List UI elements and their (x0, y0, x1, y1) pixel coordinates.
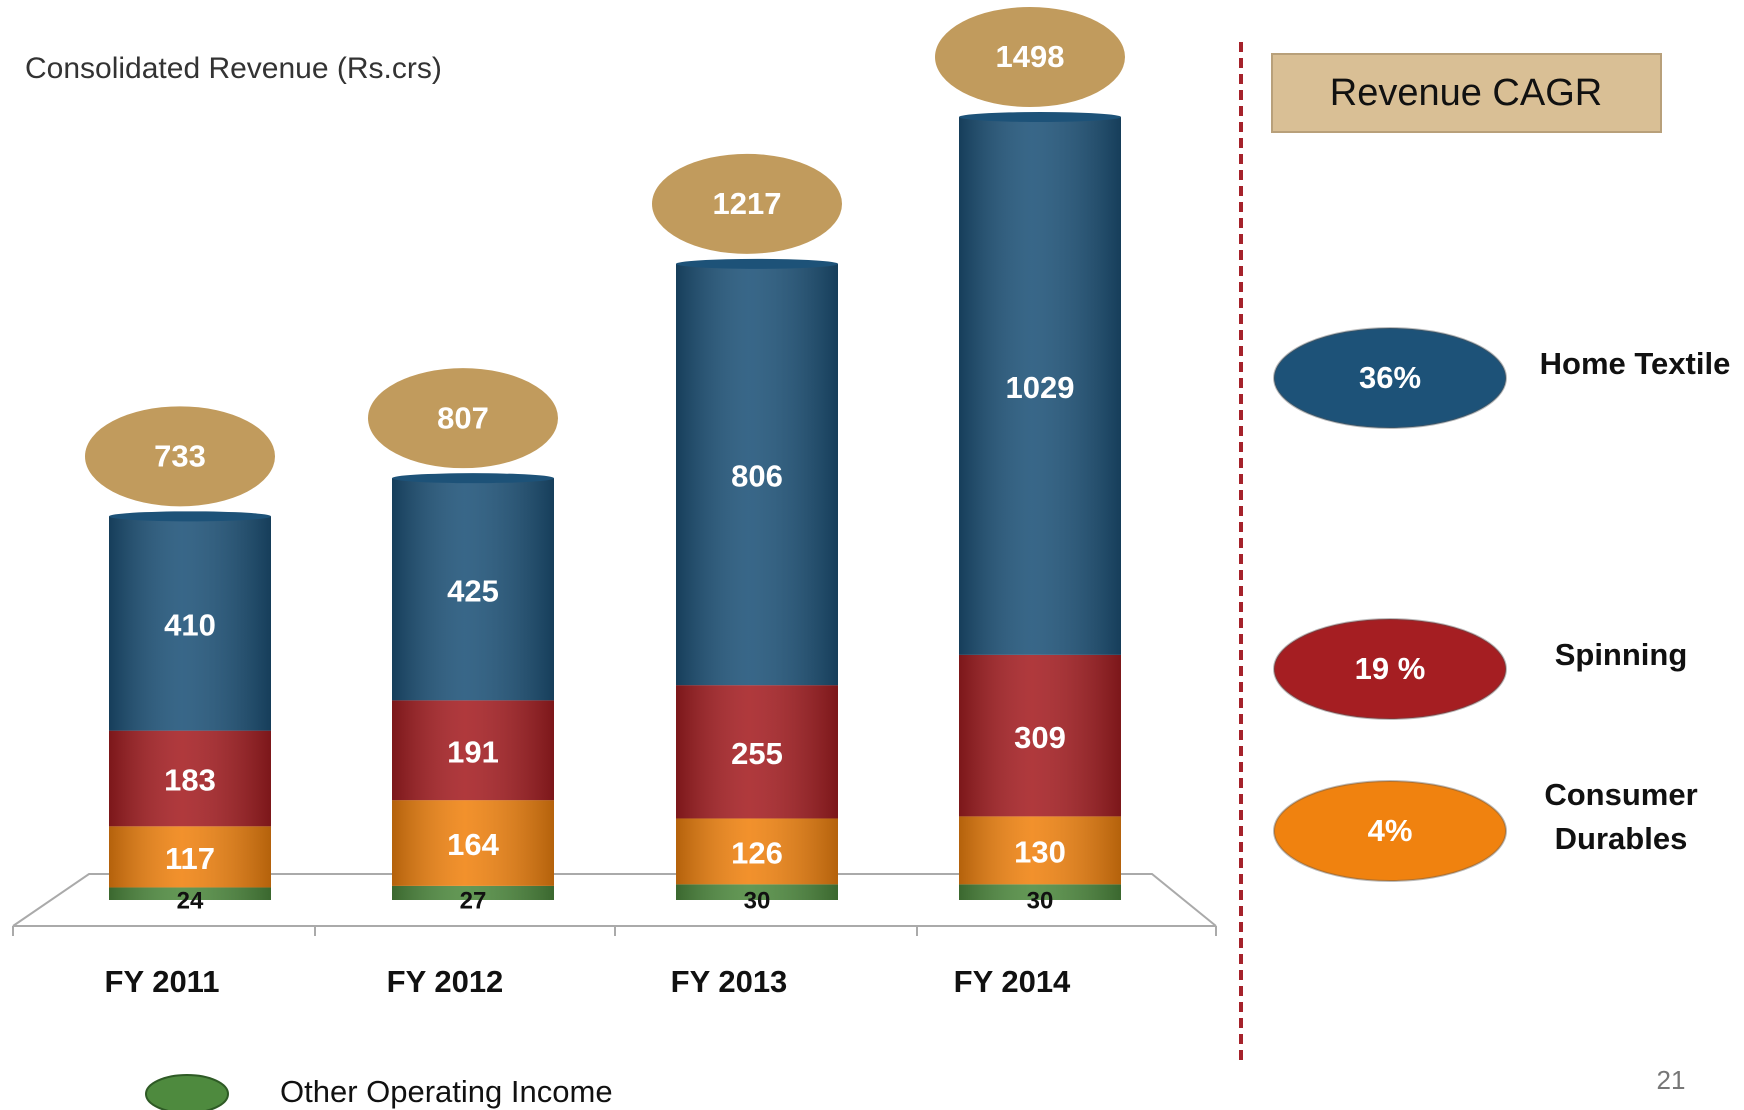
bar-shading (109, 730, 271, 827)
cagr-series-name: Spinning (1555, 637, 1688, 672)
bar-shading (676, 263, 838, 686)
cagr-series-name: Consumer Durables (1544, 777, 1697, 856)
bar-shading (676, 685, 838, 819)
total-label: 1217 (713, 186, 782, 221)
bar-shading (109, 826, 271, 888)
total-bubble (935, 7, 1125, 107)
total-label: 807 (437, 400, 489, 435)
cagr-series-name: Home Textile (1540, 346, 1731, 381)
bar-shading (392, 885, 554, 900)
bar-shading (392, 700, 554, 801)
x-tick-label: FY 2011 (105, 964, 220, 999)
data-label: 24 (177, 887, 204, 914)
legend-label: Other Operating Income (280, 1074, 613, 1109)
bar-shading (959, 117, 1121, 655)
bar-shading (392, 478, 554, 701)
bar-top (392, 473, 554, 484)
x-tick-label: FY 2013 (671, 964, 788, 999)
floor (12, 873, 1217, 927)
bar-shading (676, 884, 838, 900)
total-bubble (85, 406, 275, 507)
bar-shading (109, 887, 271, 900)
data-label: 117 (165, 841, 215, 876)
data-label: 30 (744, 887, 771, 914)
cagr-box (1271, 53, 1662, 133)
cagr-value: 4% (1368, 813, 1413, 848)
data-label: 806 (731, 459, 783, 494)
total-bubble (652, 153, 842, 254)
bar-shading (392, 800, 554, 886)
chart-title: Consolidated Revenue (Rs.crs) (25, 52, 442, 85)
data-label: 410 (164, 608, 216, 643)
bar-shading (109, 516, 271, 731)
bar-top (109, 511, 271, 522)
data-label: 27 (460, 887, 487, 914)
data-label: 183 (164, 763, 216, 798)
cagr-value: 19 % (1355, 651, 1426, 686)
bar-shading (676, 818, 838, 885)
page-number: 21 (1657, 1065, 1686, 1095)
cagr-title: Revenue CAGR (1330, 72, 1602, 114)
data-label: 126 (731, 836, 783, 871)
data-label: 255 (731, 736, 783, 771)
total-bubble (368, 368, 558, 469)
bar-top (959, 112, 1121, 122)
data-label: 1029 (1006, 370, 1075, 405)
cagr-value: 36% (1359, 360, 1421, 395)
bar-shading (959, 654, 1121, 817)
data-label: 191 (447, 734, 499, 769)
data-label: 164 (447, 827, 499, 862)
x-tick-label: FY 2012 (387, 964, 504, 999)
data-label: 425 (447, 573, 499, 608)
cagr-bubble (1273, 327, 1507, 429)
data-label: 130 (1014, 835, 1066, 870)
bar-top (676, 258, 838, 269)
cagr-bubble (1273, 618, 1507, 720)
total-label: 1498 (996, 39, 1065, 74)
data-label: 30 (1027, 887, 1054, 914)
bar-shading (959, 884, 1121, 900)
x-tick-label: FY 2014 (954, 964, 1071, 999)
total-label: 733 (154, 439, 206, 474)
cagr-bubble (1273, 780, 1507, 882)
bar-shading (959, 816, 1121, 885)
data-label: 309 (1014, 720, 1066, 755)
legend-swatch (145, 1074, 229, 1110)
